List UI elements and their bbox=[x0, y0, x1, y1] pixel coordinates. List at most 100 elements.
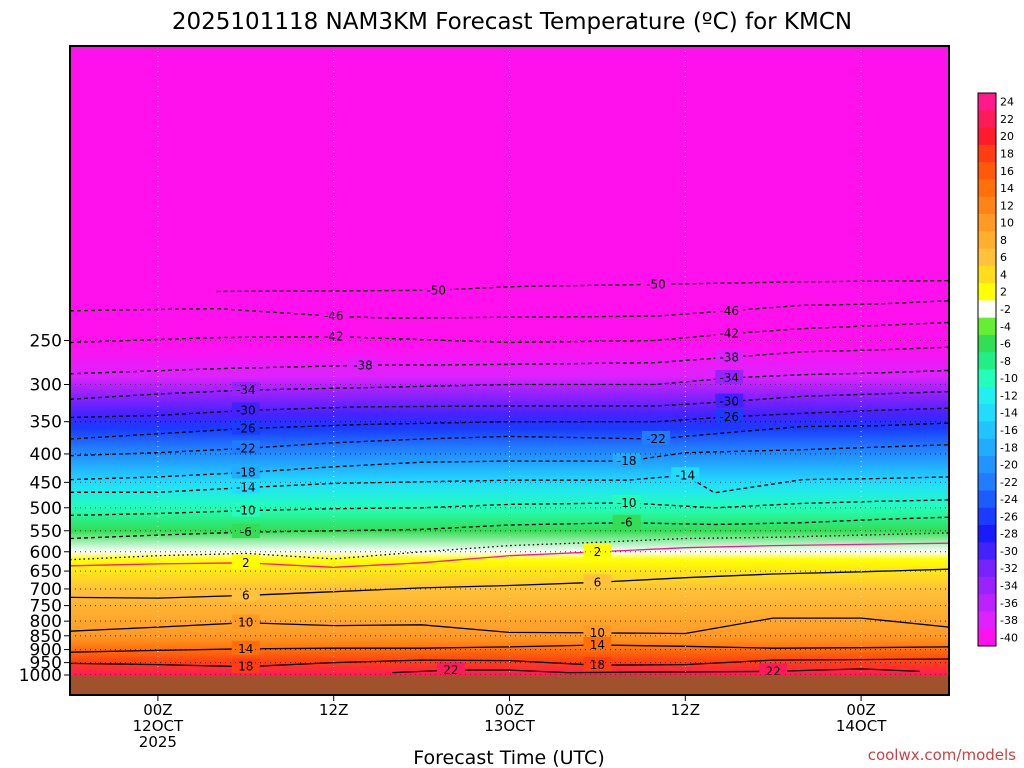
colorbar-label: 18 bbox=[1000, 147, 1014, 160]
contour-label: 14 bbox=[238, 642, 253, 656]
contour-label-bg bbox=[715, 408, 744, 423]
contour-label: -38 bbox=[719, 350, 739, 364]
contour-label: 18 bbox=[590, 658, 605, 672]
grid-layer bbox=[70, 46, 949, 695]
contour-label: -46 bbox=[719, 304, 739, 318]
contour-label-bg bbox=[231, 420, 260, 435]
ground-below-surface bbox=[70, 675, 949, 695]
colorbar-label: -14 bbox=[1000, 407, 1018, 420]
contour-label-bg bbox=[759, 663, 788, 678]
contour-label-bg bbox=[583, 657, 612, 672]
colorbar-label: -22 bbox=[1000, 476, 1018, 489]
contour-label-bg bbox=[642, 276, 670, 291]
contour-label: -34 bbox=[236, 383, 256, 397]
colorbar-swatch bbox=[978, 93, 996, 111]
contour-label: -6 bbox=[240, 525, 252, 539]
contour-label: 18 bbox=[238, 660, 253, 674]
contour-label-bg bbox=[583, 574, 612, 589]
colorbar-swatch bbox=[978, 144, 996, 163]
contour-label: -10 bbox=[236, 504, 256, 518]
contour-label-bg bbox=[231, 554, 260, 569]
contour-m42 bbox=[70, 321, 949, 344]
contour-label-bg bbox=[231, 658, 260, 673]
colorbar-label: -6 bbox=[1000, 338, 1011, 351]
contour-label: -26 bbox=[719, 410, 739, 424]
contour-m18 bbox=[70, 444, 949, 481]
colorbar-swatch bbox=[978, 559, 996, 578]
colorbar-swatch bbox=[978, 473, 996, 491]
colorbar-label: -30 bbox=[1000, 545, 1018, 558]
y-tick-label: 750 bbox=[30, 597, 62, 617]
contour-label-bg bbox=[319, 328, 348, 343]
contour-label: -50 bbox=[646, 277, 666, 291]
contour-label-bg bbox=[612, 514, 641, 529]
colorbar-swatch bbox=[978, 317, 996, 336]
contour-label: -22 bbox=[646, 432, 666, 446]
colorbar-label: -18 bbox=[1000, 441, 1018, 454]
contour-label: -22 bbox=[236, 441, 256, 455]
contour-label-bg bbox=[715, 349, 744, 364]
x-axis-label: Forecast Time (UTC) bbox=[413, 747, 604, 768]
colorbar-label: 2 bbox=[1000, 286, 1007, 299]
contour-label: 6 bbox=[594, 575, 602, 589]
contour-label-bg bbox=[231, 479, 260, 494]
colorbar-swatch bbox=[978, 438, 996, 457]
contour-label: 2 bbox=[594, 545, 602, 559]
colorbar-label: -38 bbox=[1000, 614, 1018, 627]
contour-label-bg bbox=[422, 282, 451, 297]
colorbar-swatch bbox=[978, 628, 996, 647]
y-tick-label: 500 bbox=[30, 499, 62, 519]
y-tick-label: 250 bbox=[30, 332, 62, 352]
contour-m22 bbox=[70, 422, 949, 457]
y-tick-label: 850 bbox=[30, 627, 62, 647]
colorbar-label: -12 bbox=[1000, 389, 1018, 402]
colorbar-swatch bbox=[978, 196, 996, 215]
colorbar-swatch bbox=[978, 179, 996, 198]
y-tick-label: 350 bbox=[30, 413, 62, 433]
y-tick-label: 800 bbox=[30, 612, 62, 632]
colorbar-label: -40 bbox=[1000, 631, 1018, 644]
contour-m26 bbox=[70, 407, 949, 440]
x-tick-label: 12OCT bbox=[133, 717, 184, 735]
contour-label-bg bbox=[715, 302, 744, 317]
contour-label: -18 bbox=[236, 465, 256, 479]
colorbar-swatch bbox=[978, 248, 996, 267]
colorbar-swatch bbox=[978, 162, 996, 180]
contour-label-bg bbox=[583, 543, 612, 558]
contour-2 bbox=[70, 542, 949, 568]
x-tick-label: 00Z bbox=[143, 701, 172, 719]
contour-m6 bbox=[70, 516, 949, 540]
contour-label-bg bbox=[612, 453, 641, 468]
contour-m46 bbox=[70, 300, 949, 319]
contour-label: -34 bbox=[719, 371, 739, 385]
contour-label: -14 bbox=[675, 468, 695, 482]
colorbar-label: 12 bbox=[1000, 199, 1014, 212]
colorbar-label: -28 bbox=[1000, 528, 1018, 541]
contour-label-bg bbox=[436, 662, 465, 677]
contour-label-bg bbox=[231, 402, 260, 417]
contour-label: -38 bbox=[353, 358, 373, 372]
colorbar-swatch bbox=[978, 490, 996, 509]
colorbar-swatch bbox=[978, 334, 996, 353]
contour-6 bbox=[70, 568, 949, 599]
contour-label-bg bbox=[231, 502, 260, 517]
contour-label-bg bbox=[671, 467, 700, 482]
contour-label: 2 bbox=[242, 556, 250, 570]
colorbar-label: -8 bbox=[1000, 355, 1011, 368]
colorbar-swatch bbox=[978, 421, 996, 440]
contour-label: -30 bbox=[719, 395, 739, 409]
contour-label-bg bbox=[715, 325, 744, 340]
contour-label: -30 bbox=[236, 403, 256, 417]
contour-m50 bbox=[216, 279, 949, 293]
temperature-field bbox=[70, 46, 949, 695]
colorbar-swatch bbox=[978, 404, 996, 422]
contour-label-bg bbox=[715, 369, 744, 384]
contour-label-bg bbox=[612, 494, 641, 509]
x-tick-label: 12Z bbox=[319, 701, 348, 719]
contour-label-bg bbox=[715, 393, 744, 408]
contour-label-bg bbox=[231, 614, 260, 629]
contour-label: -26 bbox=[236, 422, 256, 436]
y-axis: 2503003504004505005506006507007508008509… bbox=[19, 332, 70, 686]
colorbar-swatch bbox=[978, 594, 996, 612]
colorbar-swatch bbox=[978, 386, 996, 405]
